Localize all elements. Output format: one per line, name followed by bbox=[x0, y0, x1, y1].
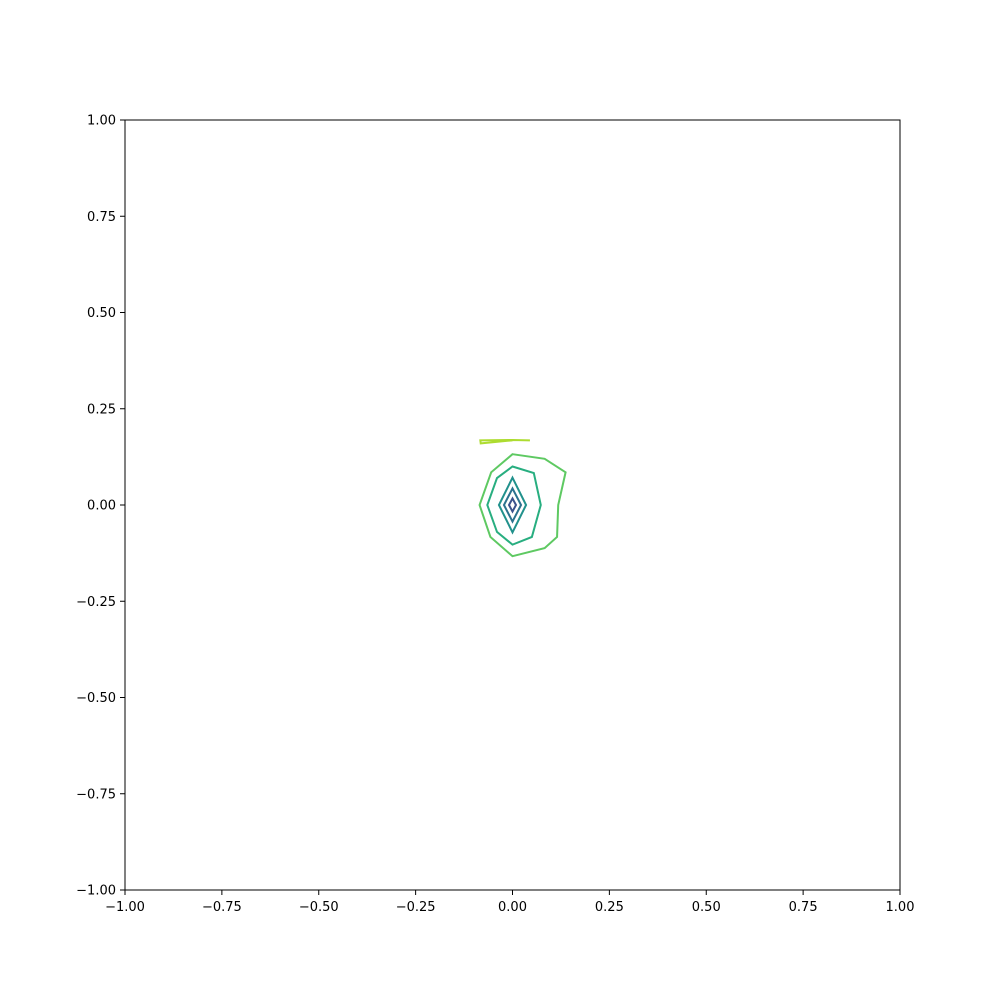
x-tick-label: −0.50 bbox=[299, 900, 339, 915]
y-tick-label: 0.25 bbox=[87, 402, 116, 417]
contour-line-4 bbox=[486, 465, 542, 546]
y-tick-label: 0.00 bbox=[87, 499, 116, 514]
contour-line-1 bbox=[507, 496, 518, 514]
plot-area bbox=[125, 120, 900, 890]
x-tick-label: 0.25 bbox=[595, 900, 624, 915]
contour-line-5 bbox=[478, 453, 567, 558]
y-tick-label: −1.00 bbox=[76, 884, 116, 899]
y-tick-label: 1.00 bbox=[87, 114, 116, 129]
contour-line-3 bbox=[497, 475, 528, 535]
y-tick-label: 0.75 bbox=[87, 210, 116, 225]
y-tick-label: −0.75 bbox=[76, 787, 116, 802]
y-tick-label: −0.50 bbox=[76, 691, 116, 706]
x-tick-label: 0.50 bbox=[692, 900, 721, 915]
x-tick-label: 0.00 bbox=[498, 900, 527, 915]
x-tick-label: −0.25 bbox=[396, 900, 436, 915]
axis-layer: −1.00 −0.75 −0.50 −0.25 0.00 0.25 0.50 0.75 1.00… bbox=[76, 114, 914, 916]
y-tick-label: 0.50 bbox=[87, 306, 116, 321]
x-tick-label: 1.00 bbox=[886, 900, 915, 915]
contour-layer bbox=[478, 438, 567, 558]
plot-frame bbox=[124, 119, 901, 891]
x-tick-label: 0.75 bbox=[789, 900, 818, 915]
y-tick-label: −0.25 bbox=[76, 595, 116, 610]
contour-line-2 bbox=[502, 486, 523, 524]
contour-line-6 bbox=[479, 438, 530, 445]
x-tick-label: −1.00 bbox=[105, 900, 145, 915]
x-tick-label: −0.75 bbox=[202, 900, 242, 915]
